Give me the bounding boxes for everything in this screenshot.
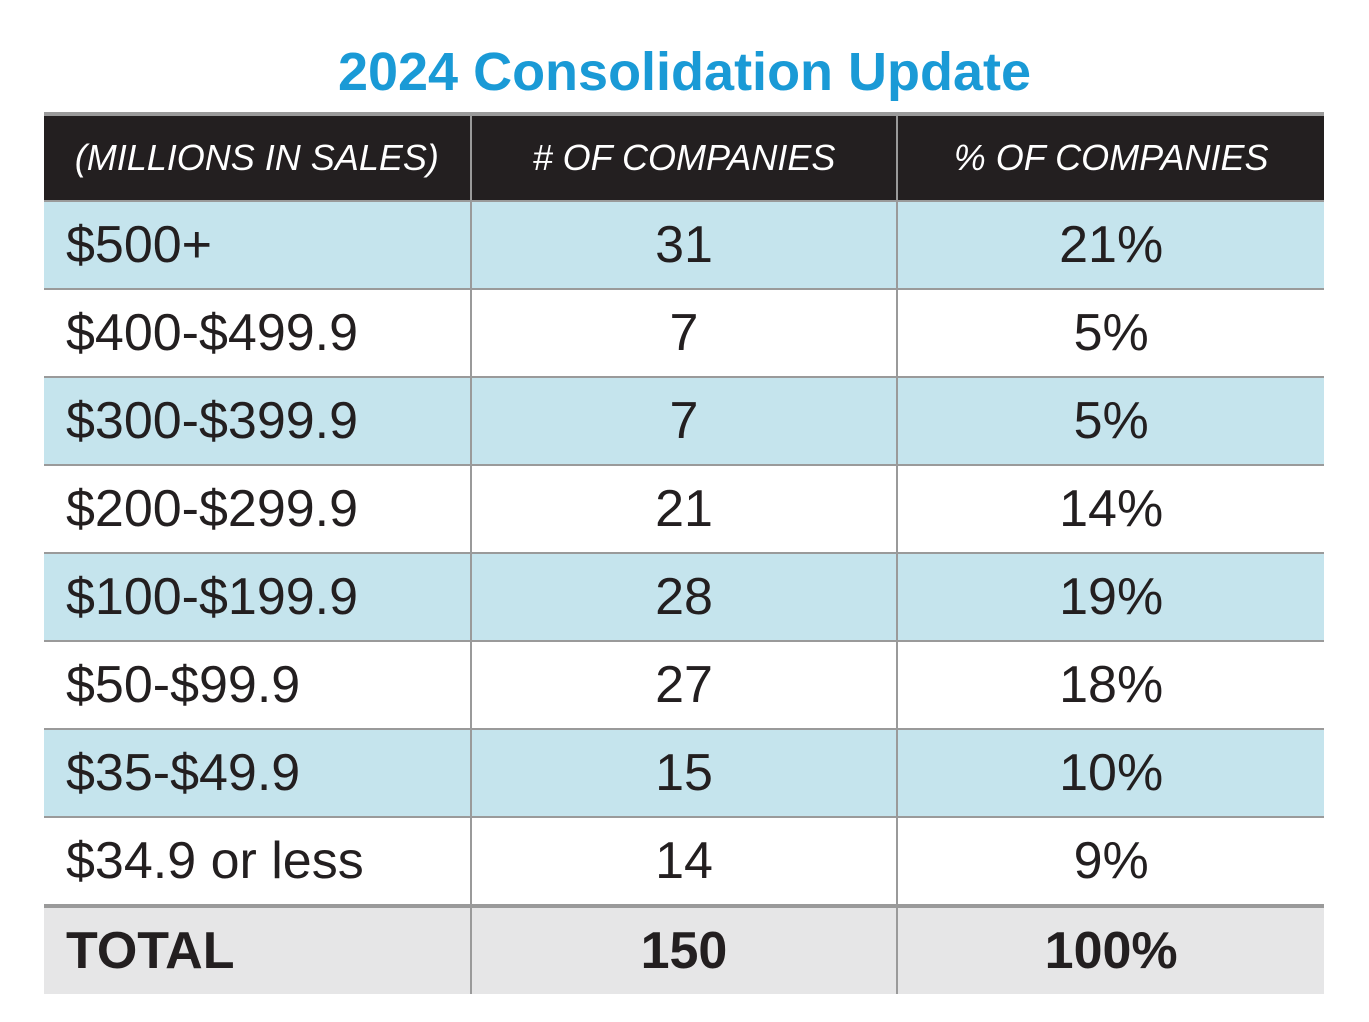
cell: 31 — [469, 201, 898, 290]
table: (MILLIONS IN SALES) # OF COMPANIES% OF CO… — [44, 112, 1324, 994]
cell: 5% — [896, 289, 1324, 378]
cell: 18% — [896, 641, 1324, 730]
cell: 21 — [469, 465, 898, 554]
cell: 100% — [896, 904, 1324, 994]
data-row: $200-$299.9 21 14% — [44, 465, 1324, 554]
cell: 10% — [896, 729, 1324, 818]
title: 2024 Consolidation Update — [337, 42, 1032, 102]
data-row: $300-$399.9 7 5% — [44, 377, 1324, 466]
cell: 5% — [896, 377, 1324, 466]
cell: $100-$199.9 — [44, 553, 471, 642]
cell: 28 — [469, 553, 898, 642]
cell: $35-$49.9 — [44, 729, 471, 818]
cell: 21% — [896, 201, 1324, 290]
cell: (MILLIONS IN SALES) — [44, 114, 471, 202]
data-row: $100-$199.9 28 19% — [44, 553, 1324, 642]
cell: $34.9 or less — [44, 817, 471, 907]
data-row: $50-$99.9 27 18% — [44, 641, 1324, 730]
data-row: $34.9 or less 14 9% — [44, 817, 1324, 907]
cell: 15 — [469, 729, 898, 818]
data-row: $500+ 31 21% — [44, 201, 1324, 290]
cell: 19% — [896, 553, 1324, 642]
data-row: $400-$499.9 7 5% — [44, 289, 1324, 378]
cell: $200-$299.9 — [44, 465, 471, 554]
cell: 14% — [896, 465, 1324, 554]
cell: $500+ — [44, 201, 471, 290]
cell: $400-$499.9 — [44, 289, 471, 378]
cell: 150 — [469, 904, 898, 994]
data-row: $35-$49.9 15 10% — [44, 729, 1324, 818]
cell: 27 — [469, 641, 898, 730]
cell: $50-$99.9 — [44, 641, 471, 730]
cell: # OF COMPANIES — [469, 114, 898, 202]
total-row: TOTAL 150 100% — [44, 904, 1324, 994]
header-row: (MILLIONS IN SALES) # OF COMPANIES% OF CO… — [44, 114, 1324, 202]
cell: % OF COMPANIES — [896, 114, 1324, 202]
cell: $300-$399.9 — [44, 377, 471, 466]
cell: 7 — [469, 377, 898, 466]
cell: 9% — [896, 817, 1324, 907]
cell: 14 — [469, 817, 898, 907]
cell: TOTAL — [44, 904, 471, 994]
cell: 7 — [469, 289, 898, 378]
